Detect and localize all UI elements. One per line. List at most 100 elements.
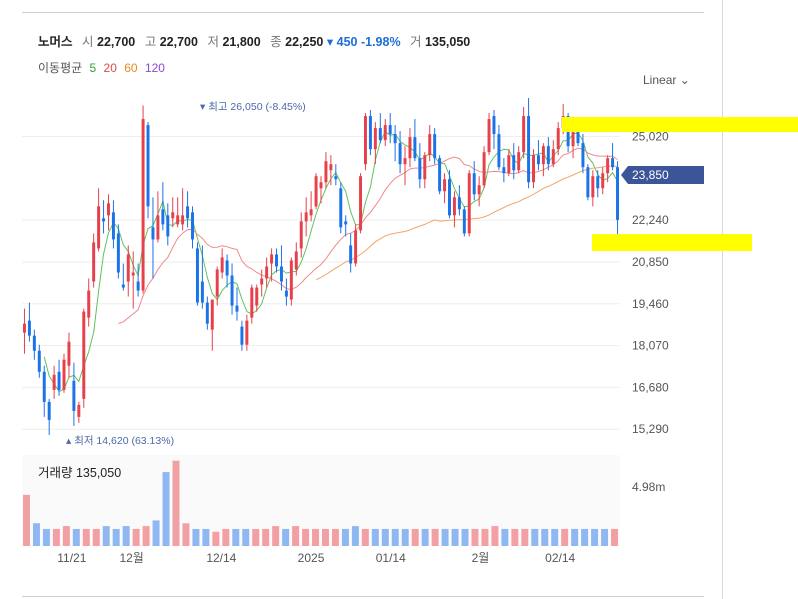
candle-body xyxy=(82,311,86,399)
volume-bar xyxy=(411,528,419,546)
volume-bar xyxy=(431,528,439,546)
candle xyxy=(423,152,427,189)
volume-bar xyxy=(531,528,539,546)
candle xyxy=(191,206,194,249)
candle-body xyxy=(368,116,372,150)
candle-body xyxy=(517,152,521,171)
candle xyxy=(497,125,501,171)
candle-body xyxy=(136,281,140,291)
volume-bar xyxy=(62,526,70,546)
close-value: 22,250 xyxy=(285,35,324,49)
volume-bar xyxy=(401,528,409,546)
ma-legend-5[interactable]: 5 xyxy=(89,61,97,75)
candle-body xyxy=(487,119,491,153)
candle-body xyxy=(457,197,461,210)
candle-body xyxy=(111,212,115,240)
highlight-upper xyxy=(562,117,798,132)
candle-body xyxy=(195,248,199,303)
candle xyxy=(448,170,451,219)
candle xyxy=(186,191,190,228)
candle-body xyxy=(156,215,160,240)
candle-body xyxy=(42,371,46,402)
candle-body xyxy=(200,281,204,303)
volume-bar xyxy=(322,528,329,546)
volume-bar xyxy=(341,528,349,546)
volume-bar xyxy=(451,528,459,546)
volume-bar xyxy=(252,528,260,546)
candle-body xyxy=(314,176,318,207)
candle xyxy=(363,113,367,171)
candle xyxy=(457,185,461,216)
candle-body xyxy=(462,209,466,234)
candle xyxy=(433,128,437,165)
candle xyxy=(408,128,412,168)
min-annotation: ▴ 최저 14,620 (63.13%) xyxy=(66,435,174,447)
candle-body xyxy=(324,161,328,183)
candle-body xyxy=(443,179,447,192)
candle xyxy=(482,146,486,189)
candle-body xyxy=(339,188,343,228)
candle xyxy=(255,284,259,312)
candle-body xyxy=(294,251,298,270)
candle xyxy=(339,182,343,234)
candle-body xyxy=(611,158,615,168)
candle xyxy=(151,197,155,279)
candle xyxy=(512,143,516,180)
candle-body xyxy=(97,206,101,249)
candle xyxy=(606,155,610,183)
volume-bar xyxy=(102,526,110,546)
candle xyxy=(220,248,224,279)
candle xyxy=(536,140,540,171)
volume-bar xyxy=(82,528,90,546)
candle xyxy=(146,122,150,219)
candle-body xyxy=(551,149,555,165)
candle xyxy=(418,143,422,189)
volume-bar xyxy=(601,528,609,546)
ma-legend-60[interactable]: 60 xyxy=(124,61,138,75)
x-tick-label: 02/14 xyxy=(545,551,575,565)
candle-body xyxy=(373,128,377,150)
candle-body xyxy=(354,230,358,264)
candle-body xyxy=(215,269,219,297)
candle-body xyxy=(260,278,264,285)
ma-legend-20[interactable]: 20 xyxy=(103,61,117,75)
candle xyxy=(532,149,535,189)
volume-bar xyxy=(521,528,529,546)
candle-body xyxy=(546,146,550,165)
volume-bar xyxy=(471,528,479,546)
change-value: ▾ 450 -1.98% xyxy=(326,35,401,49)
candle xyxy=(27,302,31,342)
high-value: 22,700 xyxy=(159,35,198,49)
ma-legend-120[interactable]: 120 xyxy=(144,61,165,75)
candle-body xyxy=(205,302,209,324)
candle xyxy=(616,161,620,237)
volume-bar xyxy=(72,528,80,546)
candle-body xyxy=(596,176,600,189)
candle xyxy=(393,125,397,162)
candle-body xyxy=(171,212,175,219)
candle-body xyxy=(591,176,595,198)
candle-body xyxy=(102,218,106,222)
candle xyxy=(502,158,506,183)
candle-body xyxy=(37,350,41,372)
volume-bar xyxy=(441,528,449,546)
candle-body xyxy=(329,164,333,171)
y-tick-label: 20,850 xyxy=(632,255,669,269)
candle xyxy=(116,224,120,279)
candle-body xyxy=(181,215,185,225)
scale-label: Linear xyxy=(643,73,677,87)
candle-body xyxy=(586,167,590,198)
x-tick-label: 11/21 xyxy=(57,551,86,565)
volume-bar xyxy=(92,528,100,546)
candle xyxy=(319,176,323,204)
candle xyxy=(87,278,91,327)
candle-body xyxy=(304,212,308,222)
volume-bar xyxy=(591,528,599,546)
scale-selector[interactable]: Linear ⌄ xyxy=(643,73,690,87)
volume-bar xyxy=(581,528,589,546)
candle xyxy=(270,248,274,282)
candle xyxy=(62,353,66,393)
candle-body xyxy=(556,128,560,150)
chevron-down-icon: ⌄ xyxy=(679,73,690,87)
